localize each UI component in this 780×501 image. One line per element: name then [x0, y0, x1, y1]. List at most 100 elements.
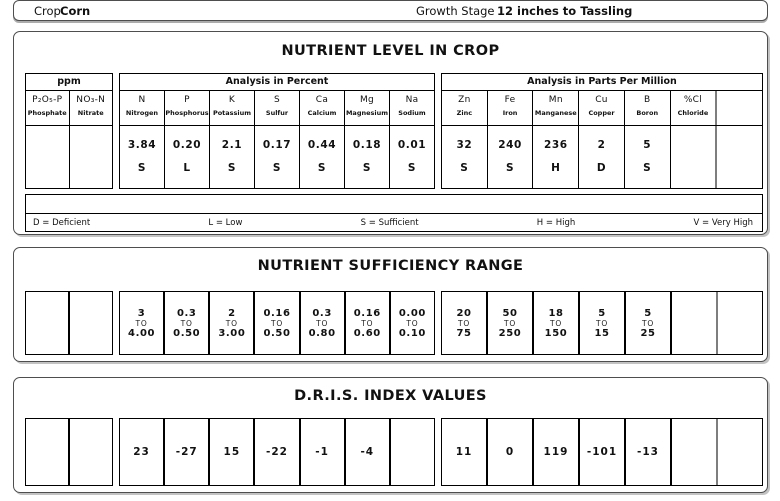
- level-cell-mg: 0.18 S: [344, 126, 389, 188]
- range-low: 0.3: [176, 307, 197, 319]
- range-cell-s: 0.16 TO 0.50: [253, 292, 298, 354]
- legend-high: H = High: [536, 217, 576, 228]
- col-symbol: Fe: [504, 95, 516, 105]
- cell-rating: S: [505, 162, 515, 174]
- growth-stage-label: Growth Stage: [416, 4, 495, 18]
- range-cell-zn: 20 TO 75: [442, 292, 486, 354]
- range-to: TO: [549, 318, 563, 328]
- range-high: 0.60: [353, 327, 381, 339]
- cell-value: 0.20: [172, 139, 202, 151]
- cell-value: 0.18: [352, 139, 382, 151]
- cell-rating: S: [272, 162, 282, 174]
- dris-cell-phosphate: [26, 419, 68, 485]
- level-cell-k: 2.1 S: [209, 126, 254, 188]
- col-name: Copper: [588, 109, 615, 117]
- level-cell-zn: 32 S: [442, 126, 487, 188]
- percent-subtable: 23 -27 15 -22 -1 -4: [119, 418, 435, 486]
- col-name: Iron: [502, 109, 518, 117]
- range-high: 0.50: [263, 327, 291, 339]
- cell-value: 5: [643, 139, 652, 151]
- range-low: 2: [228, 307, 236, 319]
- range-cell-cu: 5 TO 15: [578, 292, 624, 354]
- range-cell-mg: 0.16 TO 0.60: [343, 292, 389, 354]
- range-to: TO: [457, 318, 471, 328]
- col-name: Magnesium: [345, 109, 389, 117]
- range-to: TO: [225, 318, 238, 328]
- range-high: 150: [544, 327, 568, 339]
- col-head-mg: Mg Magnesium: [344, 91, 389, 125]
- rating-legend: D = Deficient L = Low S = Sufficient H =…: [26, 214, 762, 231]
- col-head-fe: Fe Iron: [486, 91, 533, 125]
- ppm-group-header: ppm: [26, 74, 112, 91]
- dris-cell-na: [388, 419, 434, 485]
- cell-rating: S: [137, 162, 147, 174]
- col-head-p2o5: P₂O₅-P Phosphate: [26, 91, 69, 125]
- dris-index-section: D.R.I.S. INDEX VALUES 23 -27 15 -22 -1 -…: [13, 377, 768, 493]
- col-symbol: Ca: [315, 95, 329, 105]
- ppm-subtable: ppm P₂O₅-P Phosphate NO₃-N Nitrate: [25, 73, 113, 189]
- col-head-cl: %Cl Chloride: [669, 91, 716, 125]
- range-to: TO: [406, 318, 419, 328]
- col-symbol: K: [228, 95, 236, 105]
- range-high: 25: [640, 327, 656, 339]
- parts-per-million-subtable: Analysis in Parts Per Million Zn Zinc Fe I…: [441, 73, 763, 189]
- range-cell-b: 5 TO 25: [624, 292, 670, 354]
- range-to: TO: [361, 318, 374, 328]
- cell-rating: D: [596, 162, 607, 174]
- percent-group-header: Analysis in Percent: [120, 74, 434, 91]
- dris-table: 23 -27 15 -22 -1 -4 11 0 119 -101 -13: [25, 418, 763, 486]
- dris-cell-cu: -101: [578, 419, 624, 485]
- range-to: TO: [595, 318, 609, 328]
- level-cell-nitrate: [68, 126, 113, 188]
- range-low: 0.00: [398, 307, 426, 319]
- range-low: 3: [137, 307, 146, 319]
- cell-value: 32: [456, 139, 473, 151]
- dris-cell-mn: 119: [532, 419, 578, 485]
- col-head-b: B Boron: [623, 91, 670, 125]
- col-name: Zinc: [456, 109, 473, 117]
- cell-value: 0.01: [397, 139, 427, 151]
- col-symbol: Na: [405, 95, 419, 105]
- col-head-blank: [715, 91, 762, 125]
- dris-cell-nitrate: [68, 419, 112, 485]
- rating-legend-box: D = Deficient L = Low S = Sufficient H =…: [25, 194, 763, 232]
- percent-subtable: 3 TO 4.00 0.3 TO 0.50 2 TO 3.00 0.16 TO 0.50 0.3…: [119, 291, 435, 355]
- range-to: TO: [641, 318, 655, 328]
- growth-stage-value: 12 inches to Tassling: [497, 4, 633, 18]
- range-low: 50: [502, 307, 518, 319]
- range-high: 3.00: [218, 327, 246, 339]
- cell-value: 0.44: [307, 139, 337, 151]
- col-name: Manganese: [534, 109, 577, 117]
- range-high: 4.00: [128, 327, 156, 339]
- cell-rating: S: [362, 162, 372, 174]
- range-high: 0.10: [398, 327, 426, 339]
- range-cell-nitrate: [68, 292, 112, 354]
- range-high: 75: [456, 327, 472, 339]
- range-cell-ca: 0.3 TO 0.80: [298, 292, 344, 354]
- range-low: 5: [644, 307, 652, 319]
- dris-cell-fe: 0: [486, 419, 532, 485]
- crop-value: Corn: [60, 4, 91, 18]
- range-low: 0.16: [353, 307, 381, 319]
- dris-cell-zn: 11: [455, 446, 473, 458]
- col-name: Sodium: [398, 109, 426, 117]
- legend-sufficient: S = Sufficient: [360, 217, 419, 228]
- range-low: 0.3: [312, 307, 332, 319]
- legend-low: L = Low: [208, 217, 243, 228]
- col-head-n: N Nitrogen: [120, 91, 164, 125]
- col-symbol: S: [273, 95, 280, 105]
- range-cell-k: 2 TO 3.00: [208, 292, 253, 354]
- cell-rating: L: [183, 162, 191, 174]
- col-head-ca: Ca Calcium: [299, 91, 344, 125]
- range-low: 0.16: [263, 307, 291, 319]
- cell-rating: S: [460, 162, 469, 174]
- range-to: TO: [503, 318, 517, 328]
- cell-value: 2.1: [221, 139, 243, 151]
- range-to: TO: [180, 318, 193, 328]
- col-head-zn: Zn Zinc: [442, 91, 487, 125]
- level-cell-na: 0.01 S: [389, 126, 434, 188]
- legend-very-high: V = Very High: [693, 217, 754, 228]
- col-name: Calcium: [307, 109, 337, 117]
